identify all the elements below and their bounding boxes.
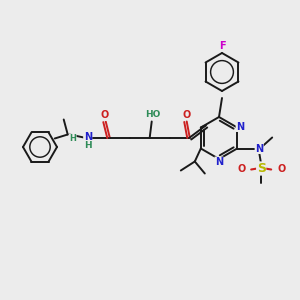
Text: N: N <box>255 143 263 154</box>
Text: N: N <box>236 122 244 131</box>
Text: O: O <box>277 164 285 175</box>
Text: F: F <box>219 41 225 51</box>
Text: O: O <box>237 164 245 175</box>
Text: N: N <box>215 157 223 167</box>
Text: N: N <box>84 133 92 142</box>
Text: S: S <box>257 162 266 175</box>
Text: H: H <box>84 141 92 150</box>
Text: O: O <box>100 110 109 121</box>
Text: H: H <box>69 134 76 143</box>
Text: O: O <box>183 110 191 119</box>
Text: HO: HO <box>145 110 161 119</box>
